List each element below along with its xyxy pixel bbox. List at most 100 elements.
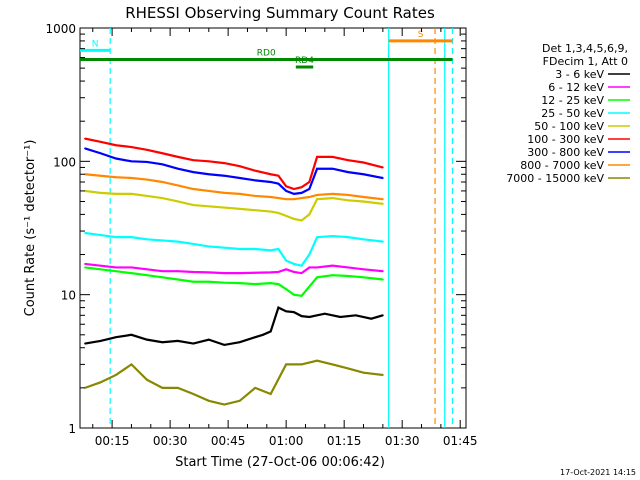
series-1-point-18 <box>316 266 318 269</box>
series-6-point-20 <box>347 171 349 174</box>
legend: Det 1,3,4,5,6,9,FDecim 1, Att 03 - 6 keV… <box>506 42 630 185</box>
series-1-point-11 <box>254 271 257 274</box>
series-0-point-23 <box>370 317 373 320</box>
series-4-point-9 <box>223 206 226 209</box>
series-5-point-2 <box>115 144 117 147</box>
series-4-point-20 <box>347 199 349 202</box>
legend-label-7: 800 - 7000 keV <box>520 159 604 172</box>
series-3-point-21 <box>362 238 365 241</box>
series-8-point-16 <box>331 363 334 366</box>
series-6-point-22 <box>381 177 384 179</box>
series-1-point-17 <box>308 266 311 269</box>
series-4-point-21 <box>362 200 365 203</box>
series-7-point-10 <box>238 192 241 195</box>
series-5-point-15 <box>292 188 295 190</box>
y-tick-label-1: 10 <box>61 289 76 303</box>
series-1-point-7 <box>192 271 195 273</box>
series-5-point-12 <box>269 173 272 176</box>
series-2-point-12 <box>269 282 272 285</box>
series-8-point-9 <box>223 403 226 406</box>
series-8-point-17 <box>347 367 349 370</box>
series-8-point-14 <box>300 363 303 366</box>
series-6-point-8 <box>207 173 210 176</box>
series-5-point-8 <box>207 160 210 163</box>
series-8-point-15 <box>316 359 318 362</box>
series-6-point-19 <box>331 167 334 170</box>
series-0-point-15 <box>285 310 288 313</box>
series-2-point-18 <box>316 276 318 279</box>
series-6-point-0 <box>84 147 86 150</box>
x-axis-label: Start Time (27-Oct-06 00:06:42) <box>175 455 385 470</box>
series-1-point-0 <box>84 263 86 265</box>
series-4-point-19 <box>331 197 334 199</box>
series-1-point-5 <box>161 270 164 273</box>
series-3-point-2 <box>115 236 117 239</box>
series-3-point-18 <box>316 236 318 239</box>
series-8-point-8 <box>207 399 210 402</box>
series-8-point-11 <box>254 386 257 389</box>
y-tick-label-0: 1 <box>68 422 76 436</box>
series-0-point-1 <box>99 340 102 342</box>
x-tick-label-0: 00:15 <box>95 434 130 448</box>
series-5-point-6 <box>176 155 179 158</box>
y-tick-label-2: 100 <box>53 155 76 169</box>
legend-label-3: 25 - 50 keV <box>541 107 604 120</box>
series-0-point-14 <box>277 306 280 309</box>
series-6-point-13 <box>277 182 280 185</box>
series-0-point-9 <box>223 344 226 346</box>
series-1-point-3 <box>130 266 133 269</box>
series-3-point-3 <box>130 236 133 239</box>
series-1-point-13 <box>277 271 280 273</box>
series-6-point-21 <box>362 173 365 176</box>
series-7-point-4 <box>146 178 148 181</box>
legend-label-8: 7000 - 15000 keV <box>506 172 604 185</box>
series-4-point-1 <box>99 191 102 194</box>
series-4-point-6 <box>176 200 179 203</box>
legend-header-1: FDecim 1, Att 0 <box>543 55 628 68</box>
flag-label-2: RD0 <box>257 49 276 59</box>
series-3-point-16 <box>300 264 303 267</box>
series-2-point-14 <box>285 288 288 291</box>
series-1-point-19 <box>331 264 334 267</box>
series-4-point-17 <box>308 213 311 216</box>
series-7-point-22 <box>381 198 384 201</box>
series-4-point-18 <box>316 198 318 201</box>
series-5-point-4 <box>146 148 148 151</box>
series-3-point-6 <box>176 240 179 243</box>
series-1-point-14 <box>285 268 288 271</box>
series-8-point-4 <box>146 378 148 381</box>
series-3-point-5 <box>161 239 164 242</box>
series-2-point-5 <box>161 276 164 279</box>
series-3-point-17 <box>308 253 311 256</box>
vertical-markers <box>109 28 454 428</box>
series-0-point-19 <box>316 314 318 317</box>
series-0-point-3 <box>130 333 133 336</box>
series-4-point-7 <box>192 204 195 206</box>
series-6-point-7 <box>192 171 195 174</box>
series-2-point-19 <box>331 274 334 277</box>
series-5-point-20 <box>347 159 349 162</box>
series-0-point-2 <box>115 336 117 339</box>
series-5-point-17 <box>308 181 311 183</box>
series-7-point-16 <box>300 197 303 199</box>
series-5-point-10 <box>238 165 241 168</box>
series-6-point-1 <box>99 152 102 155</box>
series-4-point-10 <box>238 207 241 210</box>
legend-label-6: 300 - 800 keV <box>527 146 604 159</box>
series-4-point-22 <box>381 202 384 205</box>
series-1-point-8 <box>207 271 210 274</box>
series-5-point-5 <box>161 152 164 155</box>
series-7-point-1 <box>99 174 102 177</box>
series-5-point-14 <box>285 185 288 188</box>
legend-label-4: 50 - 100 keV <box>534 120 604 133</box>
series-6-point-14 <box>285 190 288 192</box>
series-5-point-22 <box>381 166 384 169</box>
x-axis-ticks: 00:15 00:30 00:45 01:00 01:15 01:30 01:45 <box>92 28 477 448</box>
flag-label-1: S <box>418 30 424 40</box>
series-8-point-3 <box>130 363 133 366</box>
series-1-point-22 <box>381 270 384 273</box>
series-1-point-21 <box>362 268 365 271</box>
series-1-point-6 <box>176 270 179 273</box>
series-3-point-15 <box>292 263 295 265</box>
